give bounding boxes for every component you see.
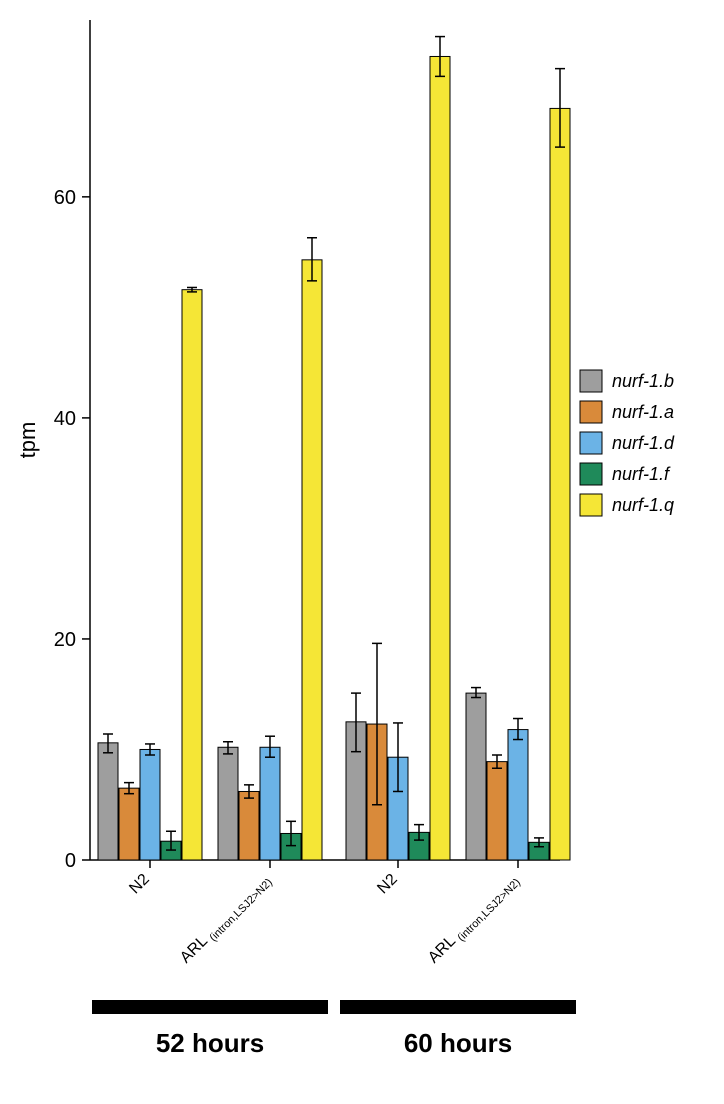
- bar: [98, 743, 118, 860]
- bar: [466, 693, 486, 860]
- y-tick-label: 20: [54, 629, 76, 651]
- x-group-label: ARL (intron,LSJ2>N2): [177, 871, 275, 969]
- svg-text:N2: N2: [126, 871, 153, 898]
- svg-text:N2: N2: [374, 871, 401, 898]
- legend-label: nurf-1.f: [612, 464, 671, 484]
- bar: [119, 788, 139, 860]
- legend-swatch: [580, 494, 602, 516]
- legend-swatch: [580, 432, 602, 454]
- bar: [218, 747, 238, 860]
- legend-swatch: [580, 401, 602, 423]
- section-label: 60 hours: [404, 1028, 512, 1058]
- bar: [302, 260, 322, 860]
- legend-swatch: [580, 463, 602, 485]
- svg-text:ARL (intron,LSJ2>N2): ARL (intron,LSJ2>N2): [177, 871, 275, 969]
- bar: [430, 56, 450, 860]
- section-bar: [92, 1000, 328, 1014]
- legend-label: nurf-1.q: [612, 495, 674, 515]
- x-group-label: N2: [126, 871, 153, 898]
- bar-chart: 0 20 40 60 tpm N2 ARL (intron,LSJ2>N2) N2 ARL (i…: [0, 0, 724, 1104]
- bar: [239, 791, 259, 860]
- bar: [550, 108, 570, 860]
- bar: [487, 762, 507, 860]
- section-bar: [340, 1000, 576, 1014]
- bar: [508, 730, 528, 860]
- x-group-label: ARL (intron,LSJ2>N2): [425, 871, 523, 969]
- legend-label: nurf-1.a: [612, 402, 674, 422]
- legend-label: nurf-1.b: [612, 371, 674, 391]
- x-group-label: N2: [374, 871, 401, 898]
- y-axis-title: tpm: [15, 422, 40, 459]
- legend-swatch: [580, 370, 602, 392]
- chart-container: 0 20 40 60 tpm N2 ARL (intron,LSJ2>N2) N2 ARL (i…: [0, 0, 724, 1104]
- bar: [182, 290, 202, 860]
- section-label: 52 hours: [156, 1028, 264, 1058]
- y-tick-label: 40: [54, 408, 76, 430]
- legend-label: nurf-1.d: [612, 433, 675, 453]
- svg-text:ARL (intron,LSJ2>N2): ARL (intron,LSJ2>N2): [425, 871, 523, 969]
- y-tick-label: 0: [65, 850, 76, 872]
- bar: [260, 747, 280, 860]
- y-tick-label: 60: [54, 187, 76, 209]
- bar: [140, 749, 160, 860]
